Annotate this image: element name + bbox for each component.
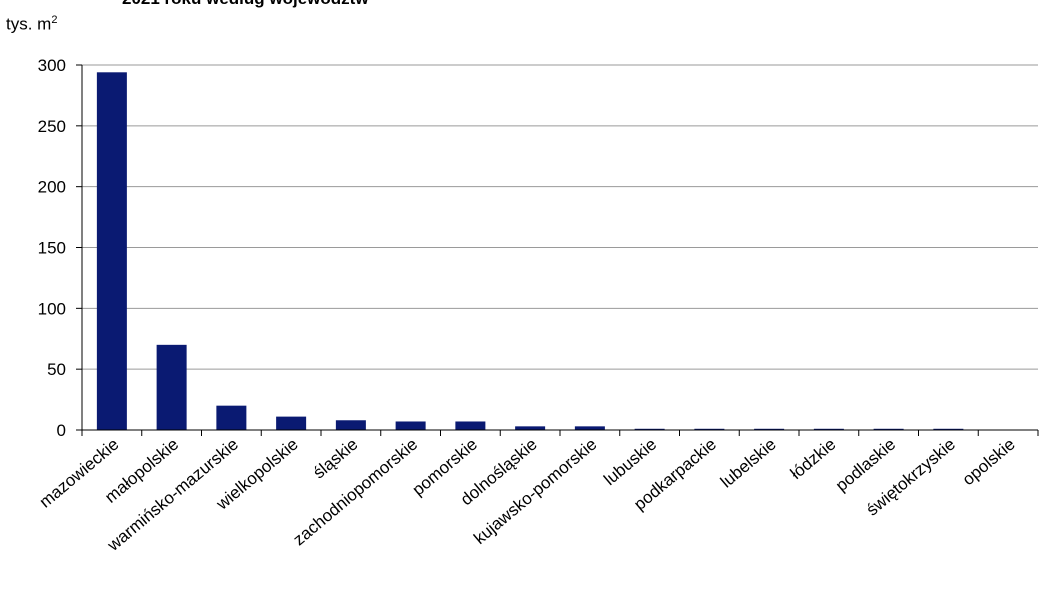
y-tick-label: 100 [38, 299, 66, 318]
chart-title: 2021 roku według województw [122, 0, 369, 9]
bar [515, 426, 546, 430]
bar [933, 428, 964, 430]
y-axis-unit-text: tys. m [6, 14, 52, 34]
bar [395, 421, 426, 430]
x-tick-label: śląskie [309, 435, 361, 483]
bars [96, 72, 964, 431]
bar [694, 428, 725, 430]
axes [76, 64, 1039, 436]
x-tick-labels: mazowieckiemałopolskiewarmińsko-mazurski… [36, 435, 1019, 556]
bar [335, 420, 366, 430]
y-tick-label: 50 [47, 360, 66, 379]
bar [574, 426, 605, 430]
y-axis-unit-superscript: 2 [51, 14, 58, 26]
x-tick-label: łódzkie [787, 435, 840, 484]
y-tick-label: 250 [38, 117, 66, 136]
y-tick-label: 300 [38, 56, 66, 75]
y-axis-unit: tys. m2 [6, 14, 57, 35]
y-tick-label: 150 [38, 239, 66, 258]
y-tick-label: 200 [38, 178, 66, 197]
bar [96, 72, 127, 431]
bar [873, 428, 904, 430]
bar [754, 428, 785, 430]
x-tick-label: lubelskie [717, 435, 780, 492]
bar [813, 428, 844, 430]
bar [634, 428, 665, 430]
y-tick-labels: 0 50 100 150 200 250 300 [38, 56, 66, 440]
gridlines [82, 64, 1038, 370]
y-tick-label: 0 [57, 421, 66, 440]
x-tick-label: opolskie [959, 435, 1019, 490]
bar [216, 405, 247, 430]
bar [455, 421, 486, 430]
bar [156, 344, 187, 430]
bar [276, 416, 307, 430]
